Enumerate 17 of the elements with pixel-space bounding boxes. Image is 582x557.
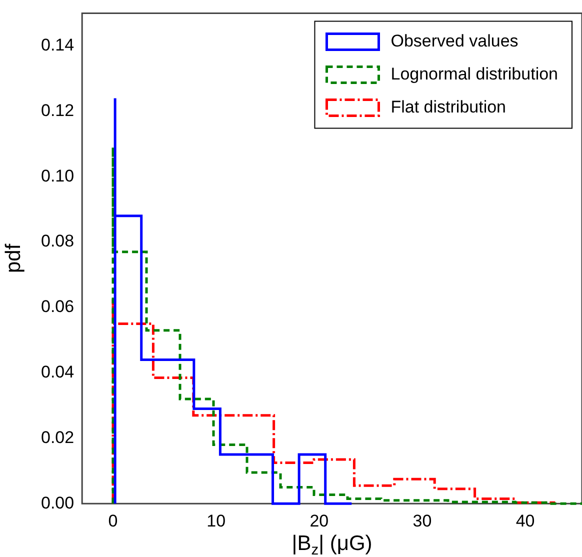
- x-tick-label: 10: [206, 511, 226, 530]
- y-tick-label: 0.10: [40, 166, 74, 186]
- x-tick-label: 0: [108, 511, 118, 530]
- x-tick-label: 40: [516, 511, 535, 530]
- y-tick-label: 0.14: [40, 36, 74, 55]
- legend-label: Flat distribution: [390, 97, 506, 116]
- y-tick-label: 0.06: [40, 297, 74, 316]
- y-tick-label: 0.00: [40, 493, 74, 512]
- y-tick-label: 0.12: [40, 100, 74, 120]
- x-tick-label: 30: [412, 511, 432, 530]
- y-tick-label: 0.08: [40, 232, 74, 251]
- legend-label: Observed values: [390, 31, 518, 50]
- x-tick-label: 20: [310, 511, 329, 530]
- legend-label: Lognormal distribution: [390, 64, 558, 84]
- y-tick-label: 0.04: [40, 362, 74, 382]
- y-axis-title: pdf: [2, 244, 25, 273]
- y-tick-label: 0.02: [40, 428, 74, 447]
